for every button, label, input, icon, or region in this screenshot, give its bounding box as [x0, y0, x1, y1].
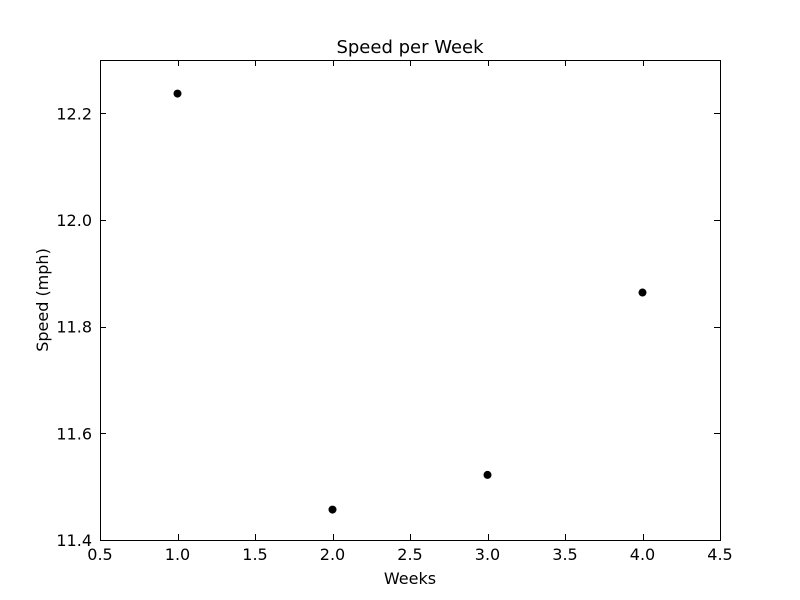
plot-frame: [100, 60, 721, 541]
data-point: [483, 470, 492, 479]
y-tick-label: 12.0: [56, 211, 92, 230]
x-tick-label: 2.5: [397, 545, 422, 564]
x-tick-label: 1.5: [242, 545, 267, 564]
y-axis-label: Speed (mph): [33, 248, 52, 352]
x-tick-label: 1.0: [165, 545, 190, 564]
chart-title: Speed per Week: [336, 37, 484, 58]
data-points: [173, 89, 647, 514]
x-axis: 0.5 1.0 1.5 2.0 2.5 3.0 3.5 4.0 4.5: [87, 60, 733, 564]
y-tick-label: 11.6: [56, 424, 92, 443]
x-tick-label: 3.5: [552, 545, 577, 564]
data-point: [173, 89, 182, 98]
x-axis-label: Weeks: [384, 569, 436, 588]
y-tick-label: 11.8: [56, 318, 92, 337]
y-tick-label: 12.2: [56, 104, 92, 123]
x-tick-label: 3.0: [475, 545, 500, 564]
data-point: [638, 288, 647, 297]
data-point: [328, 505, 337, 514]
x-tick-label: 0.5: [87, 545, 112, 564]
x-tick-label: 4.0: [630, 545, 655, 564]
y-tick-label: 11.4: [56, 531, 92, 550]
y-axis: 11.4 11.6 11.8 12.0 12.2: [56, 104, 720, 550]
x-tick-label: 2.0: [320, 545, 345, 564]
x-tick-label: 4.5: [707, 545, 732, 564]
